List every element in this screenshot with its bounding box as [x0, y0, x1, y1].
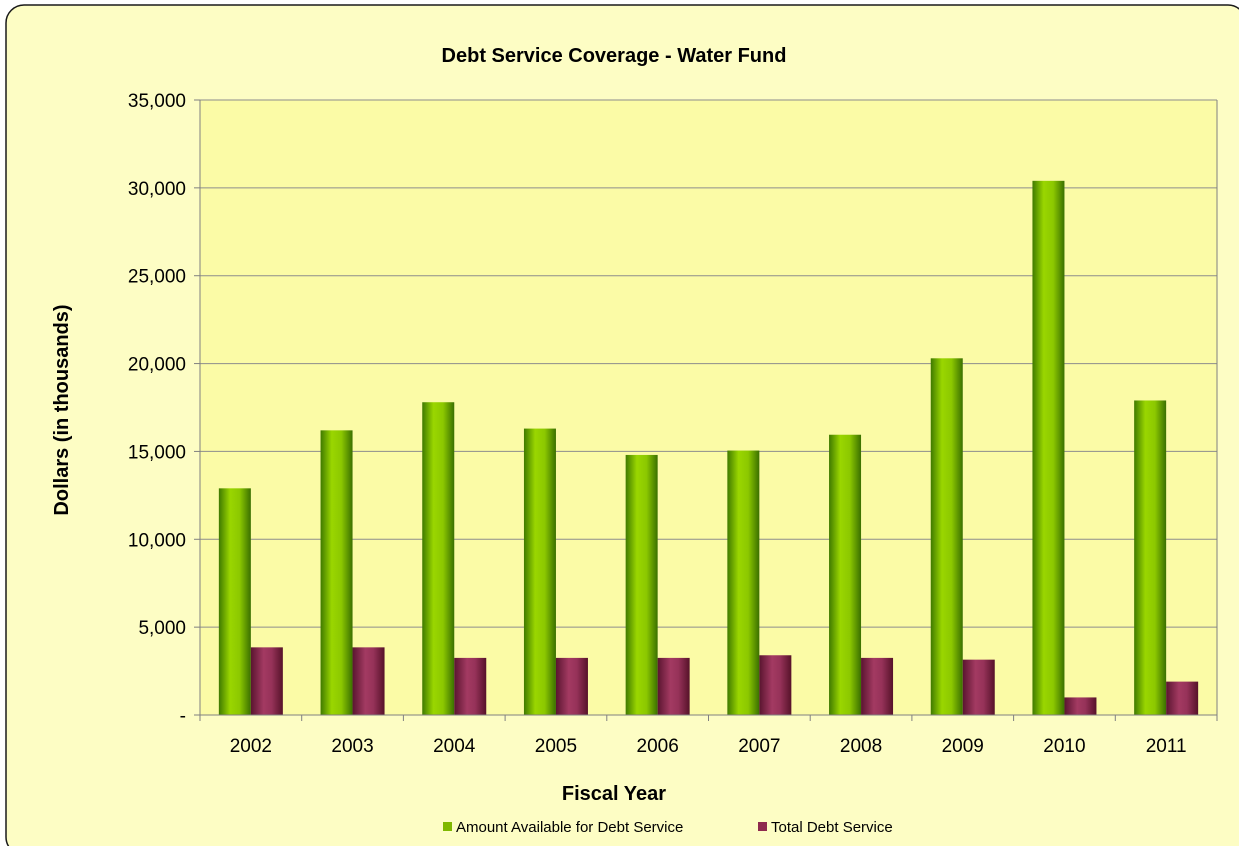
- axes: [199, 100, 1218, 716]
- legend: Amount Available for Debt Service Total D…: [443, 819, 893, 836]
- bar-total-debt-service: [657, 657, 690, 715]
- bar-total-debt-service: [352, 647, 385, 715]
- bar-total-debt-service: [1166, 681, 1199, 715]
- bar-amount-available: [218, 488, 251, 715]
- bar-amount-available: [829, 434, 862, 715]
- bar-total-debt-service: [454, 657, 487, 715]
- x-tick-label: 2002: [230, 736, 272, 757]
- bar-total-debt-service: [1064, 697, 1097, 715]
- bar-amount-available: [625, 454, 658, 715]
- bar-amount-available: [320, 430, 353, 715]
- y-tick-label: 30,000: [128, 179, 186, 200]
- legend-label: Amount Available for Debt Service: [456, 819, 683, 836]
- y-tick-label: 35,000: [128, 91, 186, 112]
- x-tick-label: 2007: [738, 736, 780, 757]
- y-tick-label: -: [180, 706, 186, 727]
- bar-amount-available: [1032, 180, 1065, 716]
- bars: [218, 180, 1199, 716]
- bar-amount-available: [422, 402, 455, 715]
- x-tick-label: 2009: [942, 736, 984, 757]
- y-tick-label: 15,000: [128, 442, 186, 463]
- bar-total-debt-service: [250, 647, 283, 715]
- legend-swatch: [758, 822, 767, 831]
- x-tick-label: 2004: [433, 736, 476, 757]
- y-tick-label: 10,000: [128, 530, 186, 551]
- x-tick-label: 2008: [840, 736, 882, 757]
- bar-amount-available: [523, 428, 556, 715]
- x-tick-label: 2011: [1146, 736, 1187, 757]
- chart-title: Debt Service Coverage - Water Fund: [442, 45, 787, 67]
- bar-total-debt-service: [861, 657, 894, 715]
- bar-amount-available: [1134, 400, 1167, 715]
- bar-amount-available: [930, 358, 963, 715]
- bar-total-debt-service: [759, 655, 792, 715]
- legend-swatch: [443, 822, 452, 831]
- bar-total-debt-service: [962, 659, 995, 715]
- y-tick-label: 20,000: [128, 355, 186, 376]
- y-axis-label: Dollars (in thousands): [51, 304, 73, 515]
- legend-label: Total Debt Service: [771, 819, 893, 836]
- x-tick-label: 2006: [637, 736, 679, 757]
- bar-amount-available: [727, 450, 760, 715]
- x-tick-label: 2003: [331, 736, 373, 757]
- x-axis-label: Fiscal Year: [562, 783, 666, 805]
- bar-total-debt-service: [555, 657, 588, 715]
- y-tick-label: 5,000: [138, 618, 186, 639]
- x-tick-label: 2005: [535, 736, 577, 757]
- x-tick-label: 2010: [1043, 736, 1085, 757]
- x-tick-labels: 2002 2003 2004 2005 2006 2007 2008 2009 2010 2011: [230, 736, 1187, 757]
- y-tick-label: 25,000: [128, 267, 186, 288]
- y-tick-labels: - 5,000 10,000 15,000 20,000 25,000 30,000 35,0…: [128, 91, 186, 727]
